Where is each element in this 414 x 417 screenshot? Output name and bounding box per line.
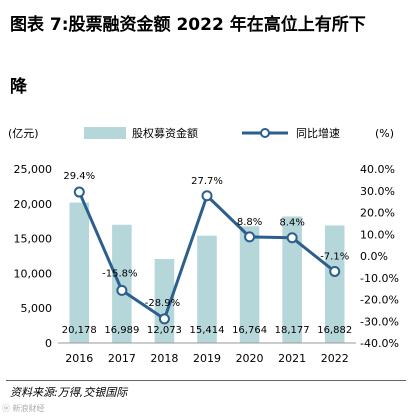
growth-rate-point-2020 bbox=[244, 231, 256, 243]
growth-rate-label: 8.8% bbox=[237, 217, 262, 228]
right-axis-tick: 30.0% bbox=[360, 185, 395, 198]
growth-rate-label: -7.1% bbox=[320, 251, 349, 262]
bar-value-label: 15,414 bbox=[190, 325, 225, 336]
chart-container: (亿元) (%) 股权募资金额 同比增速 0 5,000 10,000 15,000 20,00… bbox=[6, 121, 408, 373]
growth-rate-point-2017 bbox=[116, 284, 128, 296]
figure-title-continued: 降 bbox=[10, 77, 27, 97]
x-axis-tick: 2016 bbox=[65, 352, 93, 365]
right-axis-tick: -30.0% bbox=[360, 315, 399, 328]
x-axis-tick: 2018 bbox=[150, 352, 178, 365]
bar-2021 bbox=[282, 216, 302, 343]
growth-rate-point-2016 bbox=[73, 186, 85, 198]
right-axis-tick: -10.0% bbox=[360, 272, 399, 285]
left-axis-tick: 0 bbox=[45, 337, 52, 350]
source-note: 资料来源:万得,交银国际 bbox=[10, 386, 128, 399]
growth-rate-label: -28.9% bbox=[145, 298, 180, 309]
left-axis-tick: 15,000 bbox=[14, 233, 53, 246]
bar-value-label: 16,989 bbox=[104, 325, 139, 336]
bar-2018 bbox=[154, 258, 175, 343]
bar-value-label: 16,764 bbox=[232, 325, 267, 336]
x-axis-tick: 2022 bbox=[321, 352, 349, 365]
right-axis-label: (%) bbox=[375, 127, 394, 140]
right-axis-tick: -20.0% bbox=[360, 294, 399, 307]
bar-2022 bbox=[324, 225, 345, 343]
bar-2016 bbox=[69, 202, 90, 343]
x-axis-tick: 2021 bbox=[278, 352, 306, 365]
legend-marker bbox=[260, 128, 270, 138]
legend-label-bar: 股权募资金额 bbox=[132, 126, 198, 140]
bar-value-label: 20,178 bbox=[62, 325, 97, 336]
growth-rate-point-2021 bbox=[286, 232, 298, 244]
right-axis-tick: 20.0% bbox=[360, 207, 395, 220]
growth-rate-label: 8.4% bbox=[279, 218, 304, 229]
right-axis-tick: 40.0% bbox=[360, 163, 395, 176]
bar-value-label: 16,882 bbox=[317, 325, 352, 336]
left-axis-tick: 25,000 bbox=[14, 163, 53, 176]
figure-title: 图表 7:股票融资金额 2022 年在高位上有所下 bbox=[10, 15, 366, 35]
right-axis-tick: 10.0% bbox=[360, 228, 395, 241]
x-axis-tick: 2017 bbox=[108, 352, 136, 365]
right-axis-tick: 0.0% bbox=[360, 250, 388, 263]
growth-rate-point-2022 bbox=[329, 265, 341, 277]
combo-chart: (亿元) (%) 股权募资金额 同比增速 0 5,000 10,000 15,000 20,00… bbox=[8, 126, 399, 365]
source-divider bbox=[6, 380, 406, 381]
left-axis-label: (亿元) bbox=[8, 127, 39, 140]
x-axis-tick: 2020 bbox=[236, 352, 264, 365]
growth-rate-label: 27.7% bbox=[191, 176, 223, 187]
legend-swatch-bar bbox=[84, 127, 126, 139]
x-axis-tick: 2019 bbox=[193, 352, 221, 365]
growth-rate-point-2019 bbox=[201, 190, 213, 202]
growth-rate-point-2018 bbox=[158, 313, 170, 325]
growth-rate-label: -15.8% bbox=[102, 268, 137, 279]
bar-2019 bbox=[197, 235, 217, 343]
bar-2017 bbox=[112, 224, 132, 343]
bar-2020 bbox=[239, 226, 260, 343]
watermark: ⓦ 新浪财经 bbox=[2, 404, 45, 413]
bar-value-label: 12,073 bbox=[147, 325, 182, 336]
legend-label-line: 同比增速 bbox=[296, 126, 340, 140]
left-axis-tick: 20,000 bbox=[14, 198, 53, 211]
growth-rate-label: 29.4% bbox=[63, 171, 95, 182]
left-axis-tick: 5,000 bbox=[21, 302, 53, 315]
bar-value-label: 18,177 bbox=[275, 325, 310, 336]
left-axis-tick: 10,000 bbox=[14, 267, 53, 280]
right-axis-tick: -40.0% bbox=[360, 337, 399, 350]
